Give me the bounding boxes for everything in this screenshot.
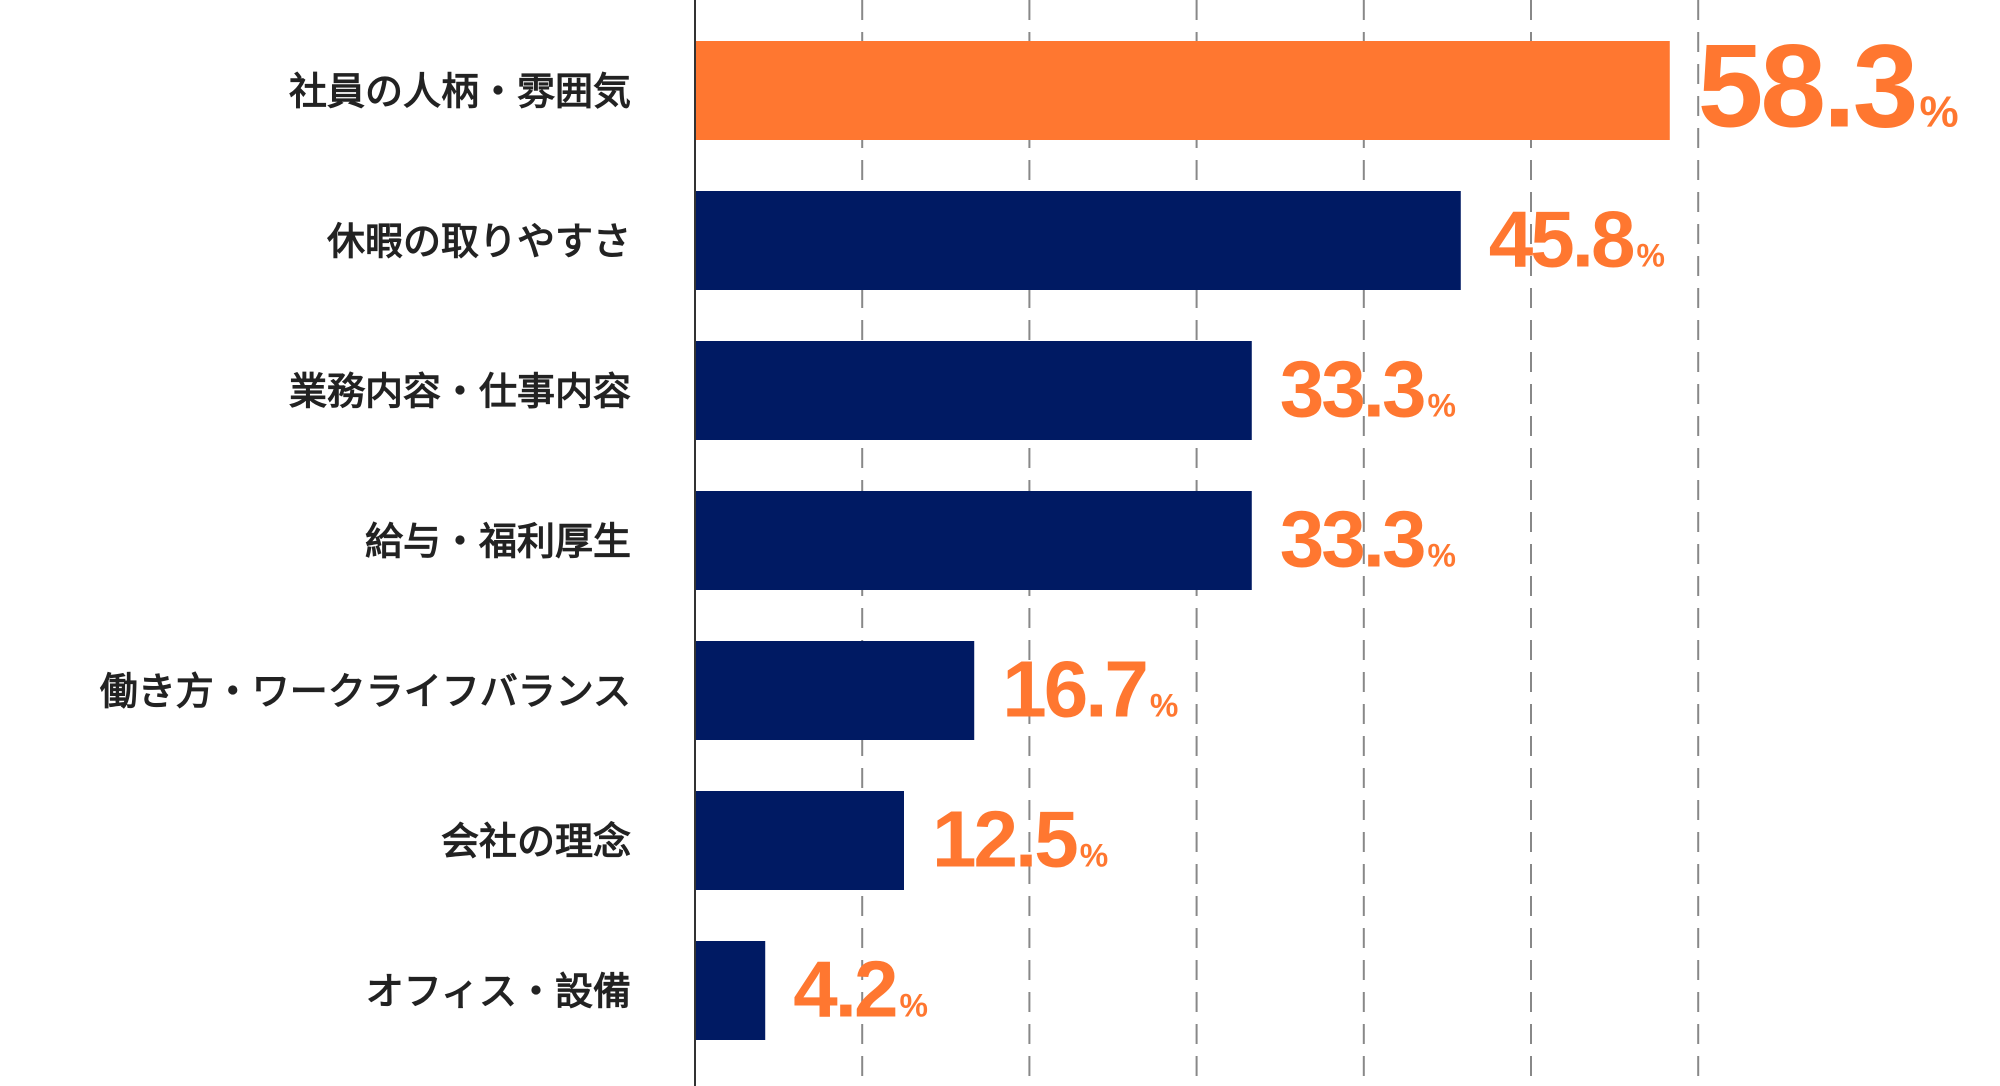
category-label: 会社の理念 (441, 820, 631, 864)
value-number: 45.8 (1489, 195, 1634, 284)
bar (695, 191, 1461, 290)
value-label: 45.8% (1489, 195, 1665, 284)
bar (695, 341, 1252, 440)
value-number: 16.7 (1002, 645, 1146, 734)
value-number: 12.5 (932, 795, 1077, 884)
value-unit: % (1080, 838, 1108, 874)
bar (695, 791, 904, 890)
value-number: 4.2 (793, 945, 896, 1034)
category-label: 社員の人柄・雰囲気 (289, 70, 631, 114)
value-number: 33.3 (1280, 495, 1424, 584)
value-unit: % (1427, 388, 1455, 424)
bar (695, 41, 1670, 140)
value-label: 33.3% (1280, 345, 1456, 434)
category-label: 働き方・ワークライフバランス (100, 670, 631, 714)
value-number: 33.3 (1280, 345, 1424, 434)
value-unit: % (899, 988, 927, 1024)
bar (695, 941, 766, 1040)
category-label: 給与・福利厚生 (365, 520, 631, 564)
category-label: 休暇の取りやすさ (326, 220, 631, 264)
category-label: 業務内容・仕事内容 (289, 370, 631, 414)
value-label: 4.2% (793, 945, 927, 1034)
category-label: オフィス・設備 (366, 970, 631, 1014)
value-label: 33.3% (1280, 495, 1456, 584)
bar (695, 491, 1252, 590)
bar (695, 641, 975, 740)
value-label: 16.7% (1002, 645, 1178, 734)
value-label: 12.5% (932, 795, 1108, 884)
value-unit: % (1427, 538, 1455, 574)
value-number: 58.3 (1698, 21, 1916, 153)
value-label: 58.3% (1698, 21, 1958, 153)
value-unit: % (1919, 88, 1957, 137)
value-unit: % (1636, 238, 1664, 274)
value-unit: % (1150, 688, 1178, 724)
